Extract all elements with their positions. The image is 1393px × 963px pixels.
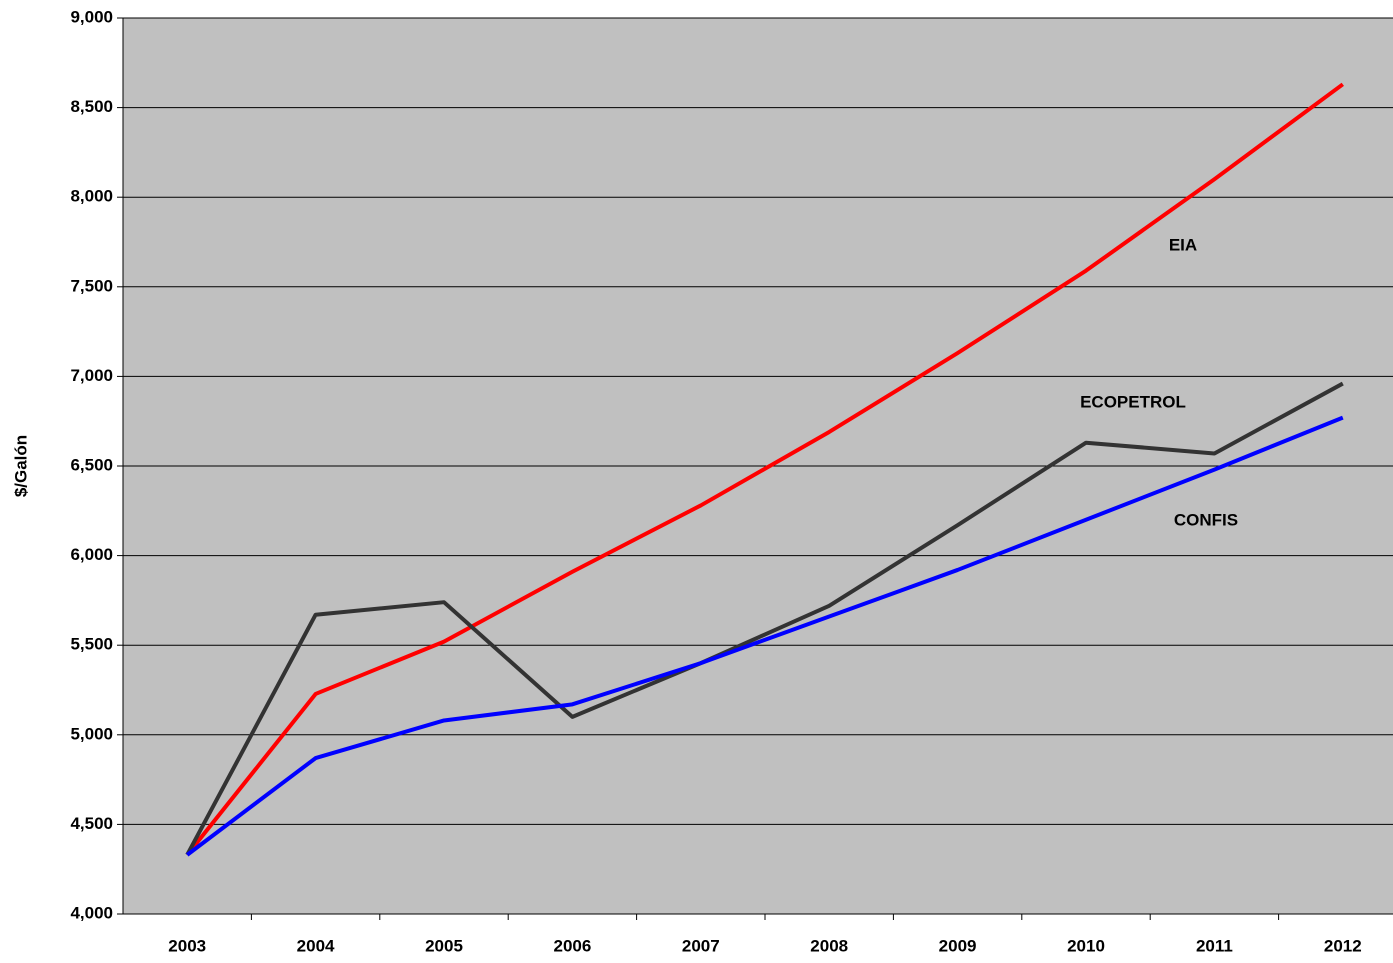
series-label: ECOPETROL: [1080, 392, 1186, 411]
series-line: [185, 82, 1344, 857]
y-tick-label: 9,000: [70, 7, 113, 26]
series-label: CONFIS: [1174, 510, 1238, 529]
series-line: [185, 381, 1344, 856]
x-tick-label: 2008: [810, 936, 848, 955]
x-tick-label: 2009: [939, 936, 977, 955]
y-tick-label: 6,000: [70, 545, 113, 564]
x-tick-label: 2004: [297, 936, 335, 955]
series-label: EIA: [1169, 235, 1197, 254]
x-tick-label: 2005: [425, 936, 463, 955]
x-tick-label: 2010: [1067, 936, 1105, 955]
y-tick-label: 4,000: [70, 903, 113, 922]
x-tick-label: 2006: [553, 936, 591, 955]
x-tick-label: 2003: [168, 936, 206, 955]
y-tick-label: 4,500: [70, 814, 113, 833]
series-line: [185, 415, 1344, 857]
y-tick-label: 8,500: [70, 97, 113, 116]
x-tick-label: 2012: [1324, 936, 1362, 955]
y-tick-label: 5,500: [70, 635, 113, 654]
y-tick-label: 6,500: [70, 455, 113, 474]
y-tick-label: 7,500: [70, 276, 113, 295]
y-tick-label: 7,000: [70, 366, 113, 385]
x-tick-label: 2007: [682, 936, 720, 955]
y-axis-label: $/Galón: [11, 435, 30, 497]
y-tick-label: 5,000: [70, 724, 113, 743]
x-tick-label: 2011: [1196, 936, 1233, 955]
y-tick-label: 8,000: [70, 187, 113, 206]
